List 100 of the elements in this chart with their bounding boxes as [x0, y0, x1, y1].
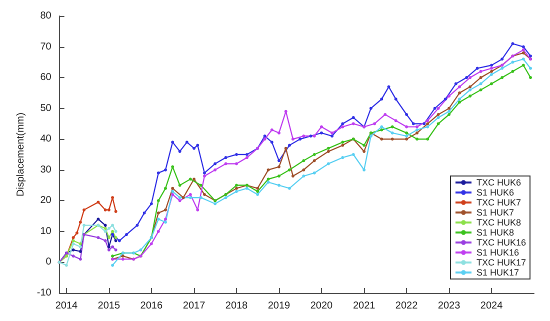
- y-tick-label: -10: [36, 288, 52, 298]
- point: [266, 178, 270, 181]
- point: [245, 186, 248, 190]
- point: [416, 138, 419, 141]
- point: [178, 184, 182, 187]
- point: [78, 242, 82, 246]
- point: [302, 159, 306, 162]
- point: [178, 150, 182, 153]
- point: [224, 196, 228, 200]
- point: [320, 125, 323, 128]
- point: [500, 66, 504, 70]
- legend-label: TXC HUK6: [476, 178, 521, 188]
- y-tick-label: 30: [40, 164, 52, 176]
- x-tick-label: 2017: [182, 300, 206, 312]
- point: [384, 112, 387, 116]
- point: [416, 128, 419, 132]
- point: [458, 100, 462, 104]
- point: [511, 70, 514, 73]
- point: [188, 196, 192, 200]
- point: [436, 112, 440, 116]
- point: [104, 226, 107, 230]
- point: [111, 224, 114, 227]
- point: [522, 45, 525, 48]
- point: [164, 218, 168, 221]
- point: [341, 156, 344, 160]
- point: [529, 54, 532, 58]
- point: [458, 98, 462, 101]
- point: [500, 58, 504, 61]
- point: [288, 186, 291, 190]
- point: [164, 208, 168, 212]
- point: [150, 202, 153, 206]
- y-tick-label: 40: [40, 134, 52, 145]
- point: [245, 156, 248, 160]
- point: [433, 106, 436, 110]
- point: [107, 208, 110, 212]
- point: [362, 168, 366, 172]
- point: [235, 184, 238, 187]
- point: [390, 125, 394, 128]
- y-tick-label: 10: [40, 226, 52, 237]
- point: [270, 140, 274, 144]
- legend-label: S1 HUK16: [476, 248, 520, 258]
- point: [111, 230, 114, 233]
- point: [111, 254, 114, 258]
- point: [312, 171, 316, 174]
- point: [426, 122, 430, 126]
- point: [72, 242, 75, 246]
- point: [369, 106, 372, 110]
- point: [522, 58, 525, 61]
- point: [302, 174, 306, 178]
- point: [114, 239, 118, 242]
- point: [235, 190, 238, 193]
- point: [394, 119, 398, 122]
- point: [171, 193, 174, 196]
- point: [75, 231, 78, 234]
- point: [164, 220, 168, 224]
- point: [107, 236, 110, 240]
- point: [72, 236, 75, 240]
- point: [326, 162, 330, 166]
- legend-label: S1 HUK8: [476, 228, 514, 238]
- point: [214, 162, 217, 166]
- legend-label: TXC HUK16: [476, 238, 526, 248]
- point: [104, 224, 107, 227]
- point: [468, 76, 472, 80]
- point: [235, 186, 238, 190]
- point: [426, 125, 430, 128]
- point: [224, 162, 228, 166]
- point: [302, 168, 306, 172]
- x-tick-label: 2021: [352, 300, 376, 312]
- point: [196, 208, 200, 212]
- point: [416, 125, 419, 128]
- point: [312, 159, 316, 162]
- point: [107, 248, 110, 252]
- point: [380, 128, 384, 132]
- point: [309, 134, 312, 138]
- point: [436, 106, 440, 110]
- point: [164, 186, 168, 190]
- x-tick-label: 2019: [268, 300, 291, 312]
- point: [121, 258, 124, 261]
- point: [114, 210, 118, 213]
- point: [142, 211, 146, 214]
- point: [490, 70, 494, 73]
- point: [352, 153, 355, 156]
- point: [479, 70, 482, 73]
- point: [500, 76, 504, 80]
- point: [72, 254, 75, 258]
- point: [188, 193, 192, 196]
- point: [256, 186, 260, 190]
- point: [390, 138, 394, 141]
- point: [277, 165, 280, 168]
- y-tick-label: 50: [40, 102, 52, 114]
- x-tick-label: 2014: [55, 300, 78, 312]
- point: [199, 196, 202, 200]
- point: [104, 239, 107, 242]
- legend-label: TXC HUK17: [476, 258, 526, 268]
- y-tick-label: 70: [40, 41, 52, 52]
- point: [111, 264, 114, 267]
- point: [156, 218, 160, 221]
- point: [380, 138, 384, 141]
- point: [458, 85, 462, 88]
- point: [326, 146, 330, 150]
